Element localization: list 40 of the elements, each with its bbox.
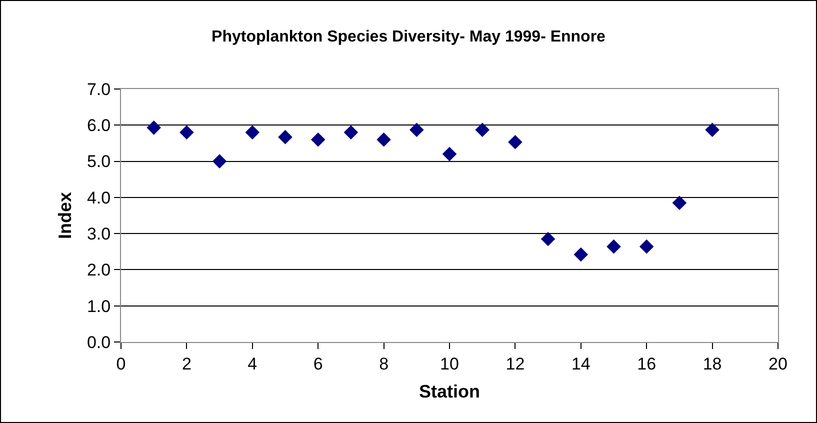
x-tick-label: 16 xyxy=(637,354,656,374)
point xyxy=(705,122,720,137)
point xyxy=(180,125,194,140)
x-tick-label: 2 xyxy=(182,354,192,374)
x-axis-title: Station xyxy=(419,382,480,402)
point xyxy=(508,134,522,150)
y-tick-label: 5.0 xyxy=(86,152,111,172)
x-tick-label: 12 xyxy=(506,354,525,374)
point xyxy=(376,132,391,147)
chart-title: Phytoplankton Species Diversity- May 1999- Ennore xyxy=(212,28,606,46)
y-tick-label: 3.0 xyxy=(86,224,111,244)
y-tick-label: 6.0 xyxy=(86,116,111,136)
x-tick-label: 0 xyxy=(116,354,126,374)
point xyxy=(639,239,654,254)
x-tick-label: 20 xyxy=(768,354,788,374)
point xyxy=(475,122,490,137)
point xyxy=(442,146,457,162)
point xyxy=(245,125,260,140)
x-tick-label: 10 xyxy=(440,354,459,374)
x-tick-label: 8 xyxy=(379,354,389,374)
point xyxy=(310,132,326,147)
x-tick-label: 4 xyxy=(248,354,258,374)
point xyxy=(278,130,292,144)
point xyxy=(146,120,161,135)
point xyxy=(212,154,227,168)
x-tick-label: 14 xyxy=(571,354,590,374)
point xyxy=(606,239,621,254)
y-tick-label: 7.0 xyxy=(86,80,111,99)
point xyxy=(672,196,687,210)
x-tick-label: 18 xyxy=(702,354,722,374)
y-tick-label: 0.0 xyxy=(86,332,111,352)
point xyxy=(540,232,556,246)
y-axis-title: Index xyxy=(55,192,76,240)
point xyxy=(344,125,358,140)
y-tick-label: 2.0 xyxy=(86,260,111,280)
y-tick-label: 1.0 xyxy=(86,296,111,316)
point xyxy=(574,247,588,262)
y-tick-label: 4.0 xyxy=(86,188,111,208)
x-tick-label: 6 xyxy=(313,354,323,374)
point xyxy=(410,122,424,137)
